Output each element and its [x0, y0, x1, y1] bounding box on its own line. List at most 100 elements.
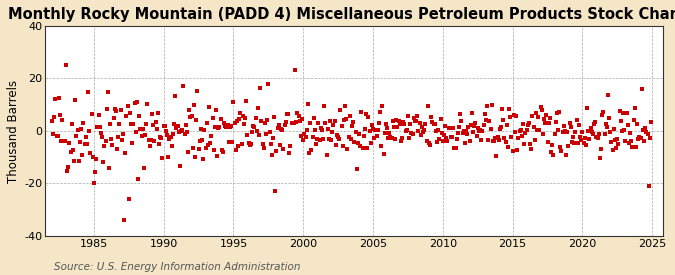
- Point: [431, 139, 442, 144]
- Point: [252, 106, 263, 110]
- Point: [444, 126, 455, 130]
- Point: [320, 121, 331, 126]
- Point: [327, 130, 338, 134]
- Point: [436, 131, 447, 135]
- Point: [516, 128, 526, 133]
- Point: [381, 125, 392, 130]
- Point: [288, 121, 298, 125]
- Point: [428, 121, 439, 126]
- Point: [163, 155, 173, 159]
- Point: [109, 107, 120, 111]
- Point: [213, 126, 223, 130]
- Point: [379, 131, 390, 135]
- Point: [537, 132, 548, 136]
- Point: [578, 141, 589, 145]
- Point: [595, 147, 606, 151]
- Point: [270, 189, 281, 194]
- Point: [520, 130, 531, 135]
- Point: [469, 124, 480, 128]
- Point: [281, 112, 292, 116]
- Point: [462, 132, 472, 137]
- Point: [182, 130, 192, 134]
- Point: [57, 117, 68, 122]
- Point: [456, 119, 467, 123]
- Point: [291, 120, 302, 124]
- Point: [533, 115, 543, 119]
- Point: [373, 121, 384, 125]
- Point: [497, 107, 508, 111]
- Point: [458, 129, 469, 133]
- Point: [126, 122, 136, 127]
- Point: [82, 90, 93, 94]
- Point: [192, 89, 202, 93]
- Point: [135, 127, 146, 131]
- Point: [585, 126, 596, 131]
- Point: [572, 141, 583, 145]
- Point: [343, 134, 354, 139]
- Point: [431, 129, 441, 133]
- Point: [394, 119, 404, 123]
- Point: [310, 142, 321, 146]
- Point: [211, 108, 221, 112]
- Point: [302, 101, 313, 106]
- Point: [624, 141, 634, 145]
- Point: [238, 122, 249, 127]
- Point: [207, 116, 218, 120]
- Point: [198, 157, 209, 162]
- Point: [522, 123, 533, 127]
- Point: [584, 137, 595, 141]
- Title: Monthly Rocky Mountain (PADD 4) Miscellaneous Petroleum Products Stock Change: Monthly Rocky Mountain (PADD 4) Miscella…: [8, 7, 675, 22]
- Point: [66, 122, 77, 127]
- Point: [288, 121, 299, 125]
- Point: [271, 148, 282, 153]
- Point: [561, 153, 572, 158]
- Point: [506, 134, 517, 139]
- Point: [106, 137, 117, 141]
- Y-axis label: Thousand Barrels: Thousand Barrels: [7, 79, 20, 183]
- Point: [276, 126, 287, 131]
- Point: [397, 135, 408, 140]
- Point: [103, 89, 113, 94]
- Point: [79, 141, 90, 146]
- Point: [603, 116, 614, 120]
- Point: [389, 137, 400, 141]
- Point: [133, 177, 144, 181]
- Point: [293, 114, 304, 118]
- Point: [97, 135, 107, 139]
- Point: [357, 146, 368, 150]
- Point: [319, 103, 329, 108]
- Point: [113, 135, 124, 140]
- Point: [233, 144, 244, 148]
- Point: [381, 122, 392, 126]
- Point: [580, 143, 591, 147]
- Point: [511, 114, 522, 119]
- Point: [136, 134, 147, 139]
- Point: [491, 154, 502, 158]
- Point: [262, 117, 273, 122]
- Point: [541, 112, 551, 117]
- Point: [322, 126, 333, 131]
- Point: [87, 155, 98, 159]
- Point: [347, 123, 358, 128]
- Point: [176, 129, 186, 134]
- Point: [420, 122, 431, 126]
- Point: [225, 125, 236, 130]
- Point: [543, 121, 554, 125]
- Point: [51, 134, 62, 138]
- Point: [603, 92, 614, 97]
- Point: [305, 121, 316, 125]
- Point: [90, 170, 101, 174]
- Point: [99, 144, 110, 148]
- Point: [64, 141, 75, 145]
- Point: [443, 126, 454, 130]
- Point: [405, 122, 416, 127]
- Point: [194, 139, 205, 144]
- Point: [396, 139, 406, 143]
- Point: [219, 120, 230, 125]
- Point: [448, 126, 459, 130]
- Point: [612, 136, 623, 141]
- Point: [446, 135, 456, 139]
- Point: [329, 119, 340, 123]
- Point: [616, 129, 627, 133]
- Point: [78, 121, 89, 125]
